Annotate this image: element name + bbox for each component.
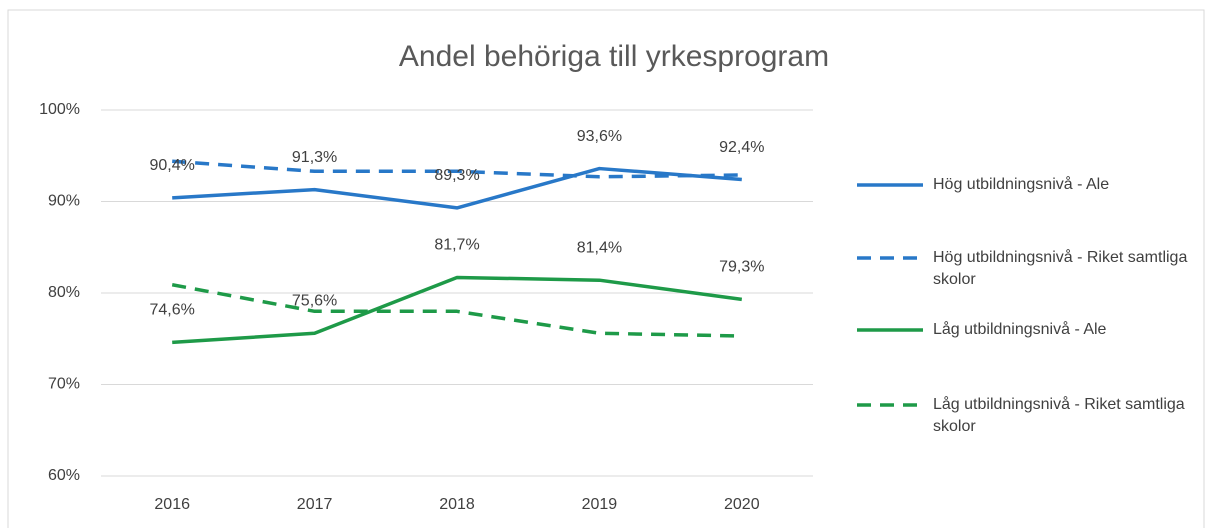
data-label: 89,3% (434, 167, 479, 184)
data-label: 91,3% (292, 149, 337, 166)
data-label: 92,4% (719, 139, 764, 156)
x-tick-label: 2019 (582, 496, 618, 513)
data-label: 79,3% (719, 259, 764, 276)
data-label: 93,6% (577, 128, 622, 145)
legend-label: Låg utbildningsnivå - Ale (933, 321, 1107, 338)
series-line (172, 166, 742, 210)
chart-border (7, 9, 1205, 528)
y-tick-label: 80% (48, 284, 80, 301)
y-tick-label: 60% (48, 467, 80, 484)
data-label: 75,6% (292, 292, 337, 309)
y-tick-label: 90% (48, 193, 80, 210)
x-tick-label: 2016 (154, 496, 190, 513)
series-line (171, 283, 742, 338)
legend-label: Låg utbildningsnivå - Riket samtliga sko… (933, 396, 1185, 435)
y-tick-label: 100% (39, 101, 80, 118)
data-label: 81,4% (577, 239, 622, 256)
series-line (172, 275, 743, 345)
y-tick-label: 70% (48, 376, 80, 393)
x-tick-label: 2018 (439, 496, 475, 513)
legend-swatch (857, 183, 923, 187)
data-label: 90,4% (150, 157, 195, 174)
legend-label: Hög utbildningsnivå - Ale (933, 176, 1110, 193)
x-tick-label: 2020 (724, 496, 760, 513)
data-label: 74,6% (150, 302, 195, 319)
legend-swatch (857, 328, 923, 332)
series-line (172, 159, 742, 179)
legend-swatch (857, 256, 923, 260)
x-tick-label: 2017 (297, 496, 333, 513)
data-label: 81,7% (434, 237, 479, 254)
legend-label: Hög utbildningsnivå - Riket samtliga sko… (933, 249, 1188, 288)
chart-title: Andel behöriga till yrkesprogram (399, 40, 829, 73)
legend-swatch (857, 403, 923, 407)
